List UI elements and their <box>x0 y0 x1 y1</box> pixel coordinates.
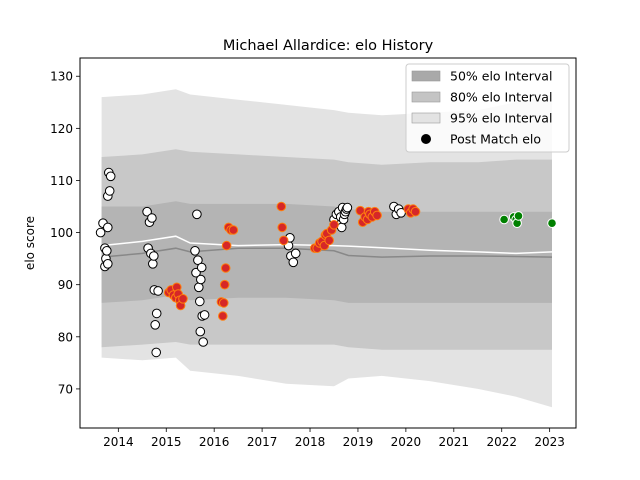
post-match-elo-markers <box>95 167 557 358</box>
x-tick-label: 2021 <box>439 435 470 449</box>
y-axis: 70 80 90 100 110 120 130 <box>50 70 80 396</box>
x-tick-label: 2022 <box>486 435 517 449</box>
elo-point <box>195 326 206 337</box>
legend-label: 95% elo Interval <box>450 111 552 126</box>
elo-point <box>228 225 239 235</box>
legend-swatch <box>411 91 441 103</box>
elo-point <box>324 235 335 246</box>
x-tick-label: 2020 <box>391 435 422 449</box>
legend-label: 80% elo Interval <box>450 90 552 105</box>
x-tick-label: 2017 <box>247 435 278 449</box>
elo-point <box>105 171 116 182</box>
legend-label: 50% elo Interval <box>450 69 552 84</box>
y-tick-label: 100 <box>50 226 73 240</box>
elo-point <box>278 235 289 246</box>
elo-point <box>103 259 113 269</box>
elo-point <box>148 259 158 269</box>
elo-point <box>196 274 206 285</box>
x-axis: 2014 2015 2016 2017 2018 2019 2020 2021 2022 2023 <box>103 428 565 449</box>
y-tick-label: 110 <box>50 174 73 188</box>
elo-point <box>410 206 421 217</box>
elo-point <box>219 279 230 290</box>
elo-point <box>288 257 299 268</box>
median-line <box>101 247 553 258</box>
elo-point <box>190 246 200 256</box>
elo-point <box>193 255 203 266</box>
y-tick-label: 130 <box>50 70 73 84</box>
elo-point <box>277 222 288 233</box>
legend-swatch <box>411 112 441 124</box>
legend-label: Post Match elo <box>450 132 541 147</box>
expected-elo-line <box>101 235 553 255</box>
elo-point <box>198 337 208 347</box>
x-tick-label: 2023 <box>534 435 565 449</box>
elo-point <box>196 262 207 273</box>
elo-point <box>195 296 205 307</box>
elo-point <box>342 202 353 213</box>
elo-point <box>104 186 115 196</box>
elo-point <box>290 248 301 259</box>
elo-point <box>221 240 232 251</box>
elo-point <box>329 220 339 230</box>
elo-point <box>372 210 382 221</box>
elo-point <box>220 263 231 273</box>
x-tick-label: 2014 <box>103 435 134 449</box>
y-tick-label: 70 <box>58 382 73 396</box>
x-tick-label: 2019 <box>343 435 374 449</box>
chart-title: Michael Allardice: elo History <box>223 38 434 54</box>
elo-point <box>151 347 161 358</box>
elo-point <box>219 298 229 308</box>
legend: 50% elo Interval 80% elo Interval 95% elo … <box>405 63 570 153</box>
elo-point <box>147 213 157 223</box>
x-tick-label: 2016 <box>199 435 230 449</box>
elo-point <box>499 214 509 225</box>
y-tick-label: 120 <box>50 122 73 136</box>
elo-point <box>178 294 188 304</box>
elo-point <box>153 286 163 296</box>
elo-point <box>194 282 204 293</box>
elo-point <box>513 211 524 221</box>
elo-point <box>276 201 287 212</box>
y-axis-label: elo score <box>23 216 37 270</box>
elo-point <box>218 311 228 321</box>
x-tick-label: 2015 <box>151 435 182 449</box>
y-tick-label: 80 <box>58 330 73 344</box>
elo-point <box>151 308 162 319</box>
x-tick-label: 2018 <box>295 435 326 449</box>
elo-point <box>149 251 159 261</box>
elo-point <box>150 320 160 330</box>
y-tick-label: 90 <box>58 278 73 292</box>
band-50 <box>101 201 552 303</box>
legend-box <box>405 63 570 153</box>
elo-point <box>199 310 210 320</box>
elo-point <box>95 227 106 238</box>
legend-swatch <box>411 70 441 82</box>
elo-point <box>142 206 152 217</box>
elo-point <box>103 222 113 233</box>
elo-point <box>192 209 202 220</box>
plot-frame <box>79 57 577 429</box>
elo-point <box>102 246 112 256</box>
legend-marker <box>421 134 431 144</box>
elo-point <box>547 218 557 228</box>
